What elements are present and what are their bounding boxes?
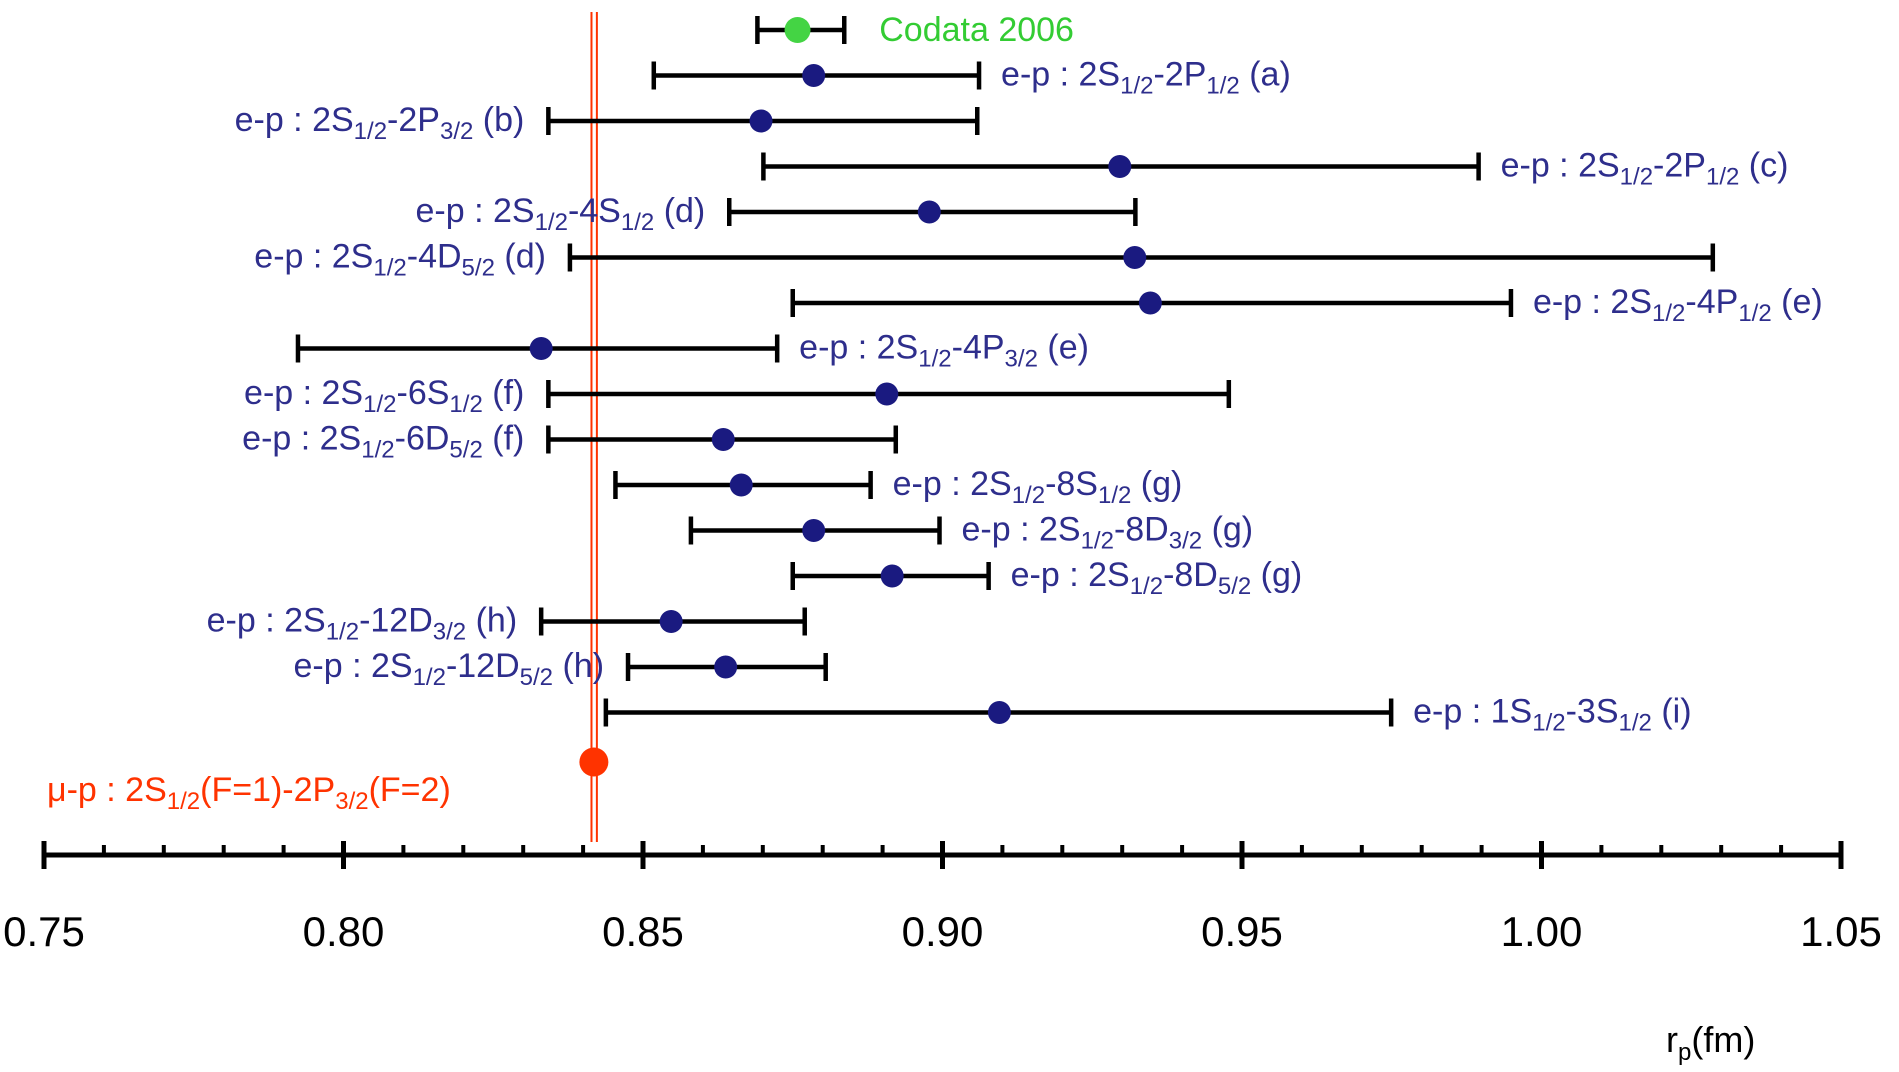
measurement-11-point: [802, 519, 826, 542]
measurement-13-label: e-p : 2S1/2-12D3/2 (h): [207, 602, 518, 646]
measurement-5-label: e-p : 2S1/2-4D5/2 (d): [254, 238, 546, 282]
measurement-9-label: e-p : 2S1/2-6D5/2 (f): [242, 420, 524, 464]
x-tick-label: 1.00: [1501, 908, 1583, 955]
measurement-6-point: [1138, 291, 1162, 315]
x-axis-title: rp(fm): [1666, 1019, 1755, 1066]
measurement-13-point: [659, 610, 683, 633]
measurement-1-point: [802, 64, 826, 87]
measurement-7-label: e-p : 2S1/2-4P3/2 (e): [799, 329, 1089, 373]
measurement-14-point: [714, 655, 738, 679]
x-tick-label: 1.05: [1800, 908, 1882, 955]
measurement-12-point: [880, 564, 904, 588]
measurement-8-point: [875, 382, 899, 406]
x-tick-label: 0.90: [902, 908, 984, 955]
measurement-8-label: e-p : 2S1/2-6S1/2 (f): [244, 374, 524, 418]
muon-label: μ-p : 2S1/2(F=1)-2P3/2(F=2): [47, 771, 451, 815]
codata-point: [784, 17, 811, 43]
x-tick-label: 0.80: [303, 908, 385, 955]
measurement-11-label: e-p : 2S1/2-8D3/2 (g): [962, 511, 1254, 555]
muon-point: [579, 747, 609, 777]
measurement-10-label: e-p : 2S1/2-8S1/2 (g): [893, 465, 1183, 509]
measurement-15-label: e-p : 1S1/2-3S1/2 (i): [1413, 693, 1691, 737]
x-tick-label: 0.85: [602, 908, 684, 955]
measurement-7-point: [529, 337, 553, 360]
measurement-5-point: [1123, 246, 1147, 269]
codata-label: Codata 2006: [879, 11, 1074, 49]
measurement-14-label: e-p : 2S1/2-12D5/2 (h): [293, 647, 604, 691]
measurement-2-label: e-p : 2S1/2-2P3/2 (b): [235, 101, 525, 145]
measurement-9-point: [711, 428, 735, 451]
measurement-10-point: [729, 473, 753, 497]
measurement-3-point: [1108, 155, 1132, 178]
x-tick-label: 0.75: [3, 908, 85, 955]
measurement-4-label: e-p : 2S1/2-4S1/2 (d): [416, 192, 706, 236]
measurement-4-point: [917, 200, 941, 224]
measurement-3-label: e-p : 2S1/2-2P1/2 (c): [1501, 147, 1789, 191]
measurement-1-label: e-p : 2S1/2-2P1/2 (a): [1001, 56, 1291, 100]
measurement-2-point: [749, 109, 773, 133]
x-tick-label: 0.95: [1201, 908, 1283, 955]
measurement-12-label: e-p : 2S1/2-8D5/2 (g): [1011, 556, 1303, 600]
measurement-15-point: [987, 701, 1011, 724]
measurement-6-label: e-p : 2S1/2-4P1/2 (e): [1533, 283, 1823, 327]
